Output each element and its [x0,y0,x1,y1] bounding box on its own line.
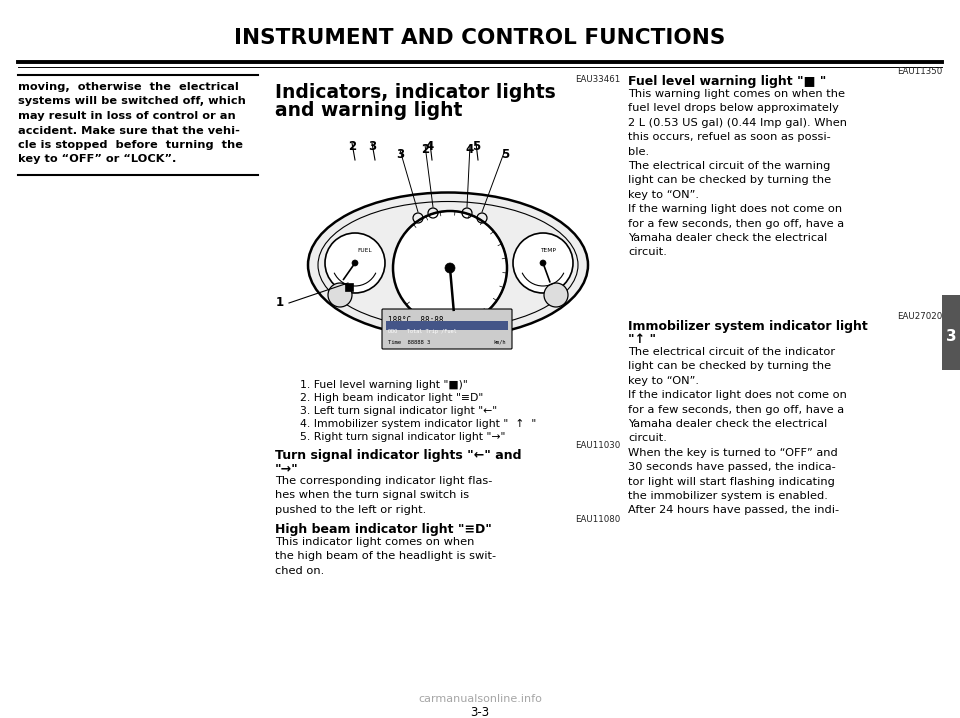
Text: 1. Fuel level warning light "■)": 1. Fuel level warning light "■)" [300,380,468,390]
Text: 3: 3 [946,329,956,344]
Text: The corresponding indicator light flas-
hes when the turn signal switch is
pushe: The corresponding indicator light flas- … [275,476,492,515]
Text: FUEL: FUEL [358,248,372,253]
Text: 3-3: 3-3 [470,706,490,718]
Text: systems will be switched off, which: systems will be switched off, which [18,96,246,106]
Text: Turn signal indicator lights "←" and: Turn signal indicator lights "←" and [275,449,521,462]
Text: accident. Make sure that the vehi-: accident. Make sure that the vehi- [18,126,240,136]
FancyBboxPatch shape [382,309,512,349]
Text: 3: 3 [368,140,376,153]
Text: TEMP: TEMP [540,248,556,253]
Text: and warning light: and warning light [275,101,463,120]
Text: This warning light comes on when the
fuel level drops below approximately
2 L (0: This warning light comes on when the fue… [628,89,847,257]
Text: EAU11030: EAU11030 [575,441,620,450]
Text: 2: 2 [420,143,429,156]
Text: 4. Immobilizer system indicator light "  ↑  ": 4. Immobilizer system indicator light " … [300,419,537,429]
FancyBboxPatch shape [386,321,508,330]
Ellipse shape [308,192,588,337]
Circle shape [328,283,352,307]
Text: 2. High beam indicator light "≡D": 2. High beam indicator light "≡D" [300,393,483,403]
Circle shape [513,233,573,293]
Text: ODO   Total Trip /Fuel: ODO Total Trip /Fuel [388,329,457,334]
Text: EAU33461: EAU33461 [575,75,620,84]
Text: "↑ ": "↑ " [628,333,656,346]
Text: EAU27020: EAU27020 [897,312,942,321]
Text: Time  88888 3: Time 88888 3 [388,340,430,345]
Text: INSTRUMENT AND CONTROL FUNCTIONS: INSTRUMENT AND CONTROL FUNCTIONS [234,28,726,48]
Circle shape [352,260,358,266]
Text: moving,  otherwise  the  electrical: moving, otherwise the electrical [18,82,239,92]
Text: 5. Right turn signal indicator light "→": 5. Right turn signal indicator light "→" [300,432,505,442]
Text: 4: 4 [466,143,474,156]
Text: 3. Left turn signal indicator light "←": 3. Left turn signal indicator light "←" [300,406,497,416]
Circle shape [393,211,507,325]
Circle shape [544,283,568,307]
Circle shape [445,263,455,273]
Text: Fuel level warning light "■ ": Fuel level warning light "■ " [628,75,827,88]
Text: Indicators, indicator lights: Indicators, indicator lights [275,83,556,102]
Bar [345,283,353,291]
Bar [942,295,960,370]
Text: 3: 3 [396,148,404,161]
Text: The electrical circuit of the indicator
light can be checked by turning the
key : The electrical circuit of the indicator … [628,347,847,516]
Text: may result in loss of control or an: may result in loss of control or an [18,111,236,121]
Text: key to “OFF” or “LOCK”.: key to “OFF” or “LOCK”. [18,154,177,164]
Circle shape [540,260,546,266]
Circle shape [325,233,385,293]
Text: 188°C  88:88: 188°C 88:88 [388,316,444,325]
Text: km/h: km/h [493,340,506,345]
Text: cle is stopped  before  turning  the: cle is stopped before turning the [18,140,243,150]
Text: 5: 5 [501,148,509,161]
Text: "→": "→" [275,462,299,475]
Text: High beam indicator light "≡D": High beam indicator light "≡D" [275,523,492,536]
Text: 4: 4 [426,140,434,153]
Text: 2: 2 [348,140,356,153]
Text: 1: 1 [276,297,284,309]
Text: 5: 5 [472,140,480,153]
Text: EAU11080: EAU11080 [575,515,620,524]
Text: This indicator light comes on when
the high beam of the headlight is swit-
ched : This indicator light comes on when the h… [275,537,496,576]
Text: EAU11350: EAU11350 [897,67,942,76]
Text: carmanualsonline.info: carmanualsonline.info [418,694,542,704]
Text: Immobilizer system indicator light: Immobilizer system indicator light [628,320,868,333]
